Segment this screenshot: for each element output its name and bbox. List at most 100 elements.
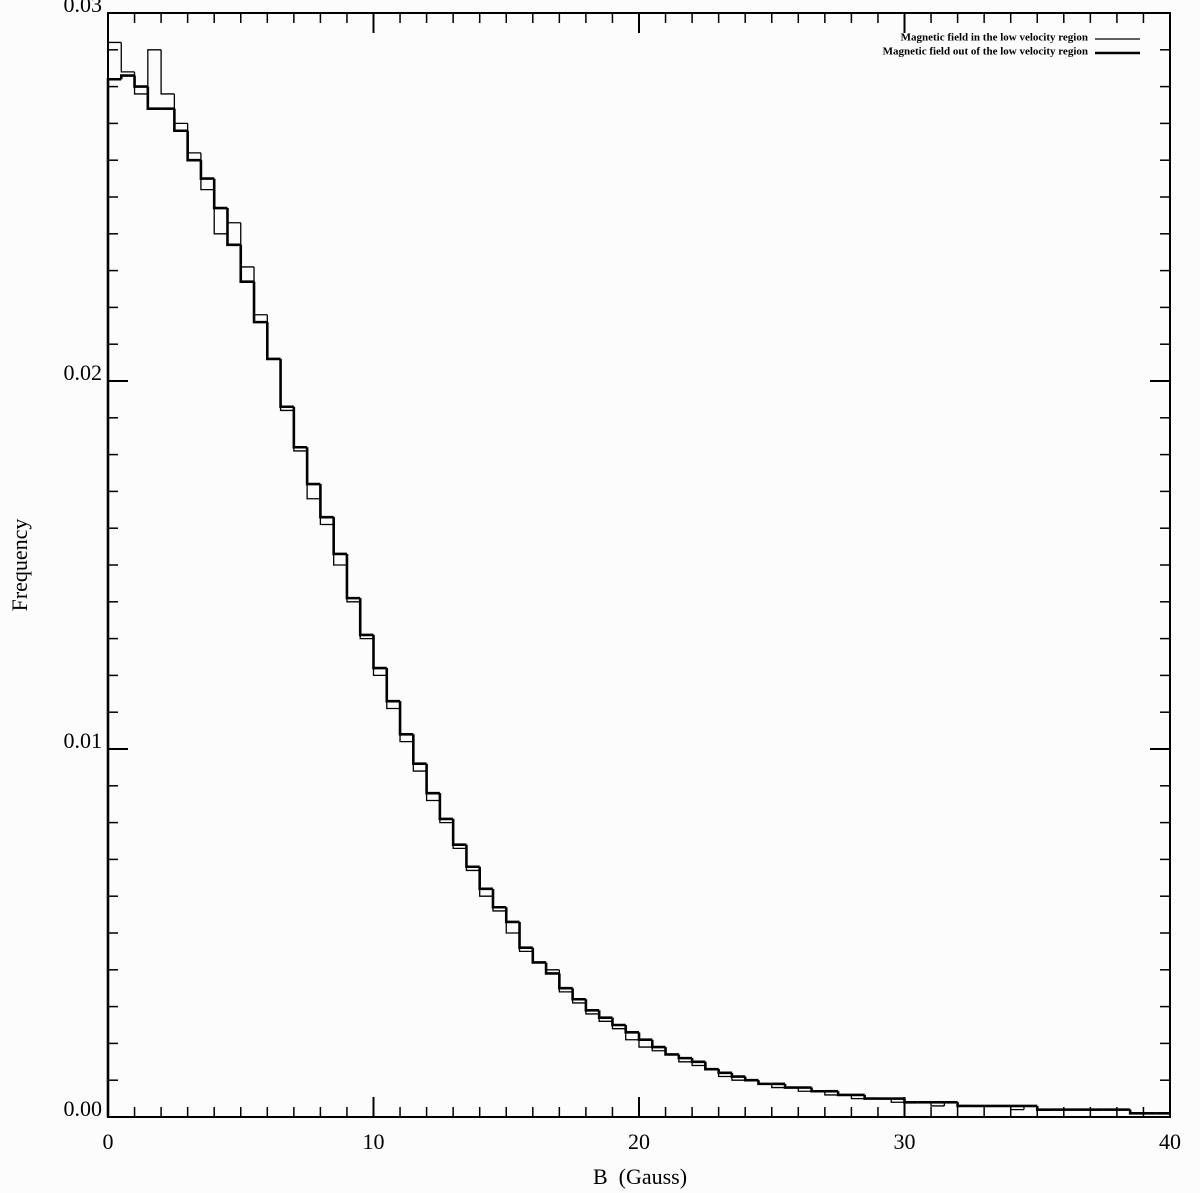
histogram-step: [518, 921, 533, 950]
histogram-step: [1035, 1105, 1051, 1111]
histogram-step: [571, 988, 586, 1001]
histogram-step: [279, 358, 294, 412]
y-tick-label: 0.02: [64, 360, 103, 385]
histogram-step: [783, 1083, 799, 1089]
histogram-step: [504, 907, 520, 924]
histogram-step: [119, 74, 135, 80]
legend-label: Magnetic field out of the low velocity r…: [883, 46, 1088, 58]
plot-frame: [107, 12, 1171, 1118]
histogram-step: [624, 1025, 639, 1034]
histogram-step: [531, 947, 547, 964]
histogram-step: [386, 675, 401, 710]
histogram-step: [412, 734, 427, 766]
histogram-step: [425, 763, 440, 795]
histogram-step: [173, 108, 188, 133]
histogram-step: [266, 322, 281, 361]
histogram-step: [253, 266, 268, 316]
histogram-step: [757, 1080, 772, 1086]
histogram-step: [558, 973, 573, 990]
histogram-step: [266, 314, 281, 360]
histogram-step: [333, 524, 347, 566]
histogram-step: [465, 844, 480, 869]
histogram-step: [584, 999, 600, 1012]
histogram-step: [107, 41, 122, 1117]
histogram-step: [293, 410, 308, 452]
x-axis-label: B (Gauss): [593, 1164, 687, 1189]
histogram-step: [1128, 1109, 1144, 1115]
histogram-step: [147, 49, 162, 94]
histogram-step: [252, 281, 268, 324]
histogram-step: [239, 244, 255, 283]
histogram-step: [305, 447, 321, 486]
histogram-step: [306, 450, 321, 500]
histogram-step: [240, 222, 255, 268]
histogram-step: [412, 741, 427, 772]
histogram-step: [597, 1010, 613, 1019]
histogram-step: [956, 1102, 971, 1108]
histogram-step: [133, 71, 148, 95]
histogram-step: [532, 951, 547, 964]
histogram-step: [863, 1094, 878, 1100]
histogram-step: [625, 1028, 639, 1041]
histogram-step: [810, 1087, 825, 1093]
histogram-step: [478, 866, 493, 891]
histogram-step: [836, 1091, 852, 1097]
x-tick-label: 40: [1159, 1129, 1181, 1154]
histogram-step: [359, 601, 374, 640]
histogram-step: [279, 358, 294, 409]
histogram-step: [187, 123, 201, 154]
histogram-step: [451, 818, 467, 846]
y-tick-label: 0.01: [64, 728, 103, 753]
histogram-step: [346, 565, 361, 603]
histogram-step: [398, 701, 414, 736]
histogram-step: [226, 208, 241, 247]
histogram-step: [372, 638, 387, 677]
histogram-step: [160, 49, 175, 95]
histogram-step: [358, 598, 374, 637]
histogram-step: [491, 888, 507, 909]
histogram-step: [585, 1002, 600, 1015]
histogram-step: [292, 406, 308, 449]
x-tick-label: 30: [894, 1129, 916, 1154]
x-tick-label: 10: [363, 1129, 385, 1154]
histogram-step: [120, 42, 135, 73]
histogram-step: [664, 1047, 679, 1056]
histogram-step: [492, 896, 507, 912]
histogram-step: [903, 1098, 918, 1104]
histogram-step: [425, 771, 440, 802]
histogram-step: [133, 75, 148, 88]
histogram-step: [213, 189, 228, 235]
histogram-step: [677, 1054, 693, 1060]
histogram-step: [479, 870, 493, 897]
histogram-step: [106, 77, 122, 1117]
histogram-step: [637, 1032, 653, 1042]
histogram-step: [332, 517, 347, 556]
y-axis-label: Frequency: [7, 519, 32, 612]
histogram-step: [399, 708, 414, 743]
histogram-step: [226, 222, 241, 234]
histogram-step: [545, 962, 560, 971]
y-tick-label: 0.03: [64, 0, 103, 17]
histogram-step: [704, 1061, 719, 1071]
histogram-step: [571, 991, 586, 1004]
histogram-step: [173, 93, 188, 125]
histogram-step: [146, 86, 162, 110]
histogram-step: [319, 484, 334, 519]
histogram-step: [611, 1017, 626, 1027]
histogram-step: [199, 160, 215, 180]
histogram-step: [186, 130, 201, 162]
histogram-step: [690, 1058, 706, 1064]
histogram-step: [743, 1076, 759, 1082]
histogram-step: [212, 178, 228, 210]
histogram-step: [372, 634, 387, 670]
y-tick-label: 0.00: [64, 1096, 103, 1121]
histogram-step: [638, 1039, 653, 1048]
histogram-step: [730, 1072, 746, 1078]
x-tick-label: 20: [628, 1129, 650, 1154]
histogram-step: [385, 668, 401, 703]
histogram-step: [319, 498, 334, 526]
histogram-step: [544, 962, 560, 975]
histogram-step: [650, 1039, 666, 1049]
